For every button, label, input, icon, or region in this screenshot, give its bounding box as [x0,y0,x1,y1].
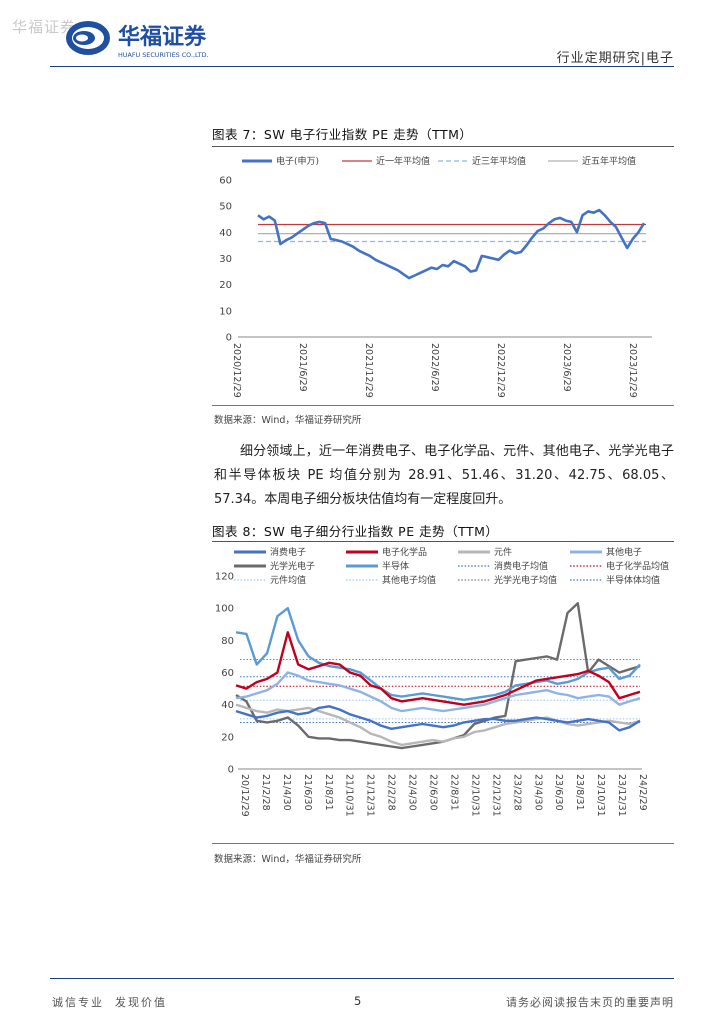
figure8-x-tick-label: 23/2/28 [511,774,522,811]
figure8-x-tick-label: 23/10/31 [595,774,606,817]
figure8-legend-label: 光学光电子 [270,560,315,572]
figure8-legend-label: 消费电子均值 [494,560,548,572]
figure8-x-tick-label: 22/4/30 [407,774,418,811]
figure8-x-tick-label: 23/4/30 [532,774,543,811]
figure8-title-rule [212,541,674,542]
figure8-x-tick-label: 20/12/29 [239,774,250,817]
figure8-source: 数据来源：Wind，华福证券研究所 [214,854,362,865]
figure7-chart: 电子(申万) 近一年平均值 近三年平均值 近五年平均值 0 10 20 30 40 50 60 20… [219,155,652,398]
footer-slogan: 诚信专业 发现价值 [52,996,167,1009]
logo-mark-icon [66,21,110,55]
figure7-x-tick-label: 2023/6/29 [561,343,572,392]
figure8-y-tick-label: 100 [215,604,234,615]
figure8-y-tick-label: 80 [221,636,234,647]
figure8-legend-label: 光学光电子均值 [494,574,557,586]
figure8-x-tick-label: 21/6/30 [302,774,313,811]
figure7-bottom-rule [212,405,674,406]
figure7-legend-label: 近一年平均值 [376,155,430,167]
page-number: 5 [354,994,362,1008]
watermark-text: 华福证券 [12,18,77,36]
figure8-x-tick-label: 21/8/31 [323,774,334,811]
figure7-y-tick-label: 40 [219,228,232,239]
figure8-x-tick-label: 22/8/31 [448,774,459,811]
figure8-y-tick-label: 60 [221,668,234,679]
figure8-x-tick-label: 22/12/31 [490,774,501,817]
figure8-y-tick-label: 40 [221,700,234,711]
figure8-series-line [235,602,641,750]
figure8-series-line [235,705,641,732]
figure7-legend-label: 近五年平均值 [582,155,636,167]
figure7-axes: 0 10 20 30 40 50 60 2020/12/29 2021/6/29 2021/12/… [219,176,652,398]
figure7-x-tick-label: 2022/12/29 [495,343,506,398]
huafu-logo: 华福证券 HUAFU SECURITIES CO.,LTD. [66,21,209,59]
figure7-legend: 电子(申万) 近一年平均值 近三年平均值 近五年平均值 [242,155,636,167]
logo-en-text: HUAFU SECURITIES CO.,LTD. [118,51,209,59]
figure8-axes: 0 20 40 60 80 100 120 20/12/29 21/2/28 21/4/30 21/… [215,572,648,817]
report-type: 行业定期研究|电子 [556,51,674,66]
figure8-x-tick-label: 21/12/31 [365,774,376,817]
figure8-x-tick-label: 23/8/31 [574,774,585,811]
figure7-legend-label: 近三年平均值 [472,155,526,167]
figure8-y-tick-label: 120 [215,572,234,583]
figure8-series-line [235,703,641,747]
figure7-y-tick-label: 30 [219,254,232,265]
figure7-main-series-line [257,208,646,280]
figure8-x-tick-label: 23/12/31 [616,774,627,817]
figure8-x-tick-label: 22/2/28 [386,774,397,811]
figure8-legend-label: 其他电子 [606,546,642,558]
figure7-legend-label: 电子(申万) [276,155,319,167]
figure8-y-tick-label: 20 [221,732,234,743]
figure7-y-tick-label: 50 [219,202,232,213]
figure7-x-tick-label: 2022/6/29 [429,343,440,392]
figure7-y-tick-label: 10 [219,306,232,317]
figure8-legend-label: 半导体 [382,560,409,572]
figure8-legend-label: 半导体体均值 [606,574,660,586]
figure8-series-line [235,606,641,702]
figure7-x-tick-label: 2023/12/29 [627,343,638,398]
figure7-y-tick-label: 0 [226,333,232,344]
figure8-x-tick-label: 24/2/29 [637,774,648,811]
figure8-x-tick-label: 21/4/30 [281,774,292,811]
figure8-legend-label: 其他电子均值 [382,574,436,586]
figure8-bottom-rule [212,843,674,844]
figure7-y-tick-label: 20 [219,280,232,291]
figure7-x-tick-label: 2021/6/29 [297,343,308,392]
figure7-x-tick-label: 2020/12/29 [231,343,242,398]
figure8-legend-label: 电子化学品均值 [606,560,669,572]
body-paragraph: 细分领域上，近一年消费电子、电子化学品、元件、其他电子、光学光电子和半导体板块 … [214,444,674,507]
figure7-x-tick-label: 2021/12/29 [363,343,374,398]
figure8-title: 图表 8：SW 电子细分行业指数 PE 走势（TTM） [212,524,499,539]
figure8-x-tick-label: 21/2/28 [260,774,271,811]
figure7-title-rule [212,146,674,147]
figure8-x-tick-label: 21/10/31 [344,774,355,817]
figure8-y-tick-label: 0 [228,765,234,776]
figure8-series-line [235,671,641,713]
figure8-legend-label: 消费电子 [270,546,306,558]
figure7-title: 图表 7：SW 电子行业指数 PE 走势（TTM） [212,127,473,142]
figure8-legend-label: 电子化学品 [382,546,427,558]
figure8-x-tick-label: 22/10/31 [469,774,480,817]
logo-cn-text: 华福证券 [118,24,207,50]
footer-disclaimer: 请务必阅读报告末页的重要声明 [506,996,674,1009]
figure7-source: 数据来源：Wind，华福证券研究所 [214,415,362,426]
figure8-series-line [235,631,641,706]
header-rule [50,66,674,67]
figure7-y-tick-label: 60 [219,176,232,187]
figure8-x-tick-label: 22/6/30 [428,774,439,811]
footer-rule [50,978,674,979]
figure8-legend-label: 元件 [494,546,512,558]
figure8-x-tick-label: 23/6/30 [553,774,564,811]
figure8-legend-label: 元件均值 [270,574,306,586]
figure7-series [257,208,646,280]
figure8-series [235,602,641,750]
